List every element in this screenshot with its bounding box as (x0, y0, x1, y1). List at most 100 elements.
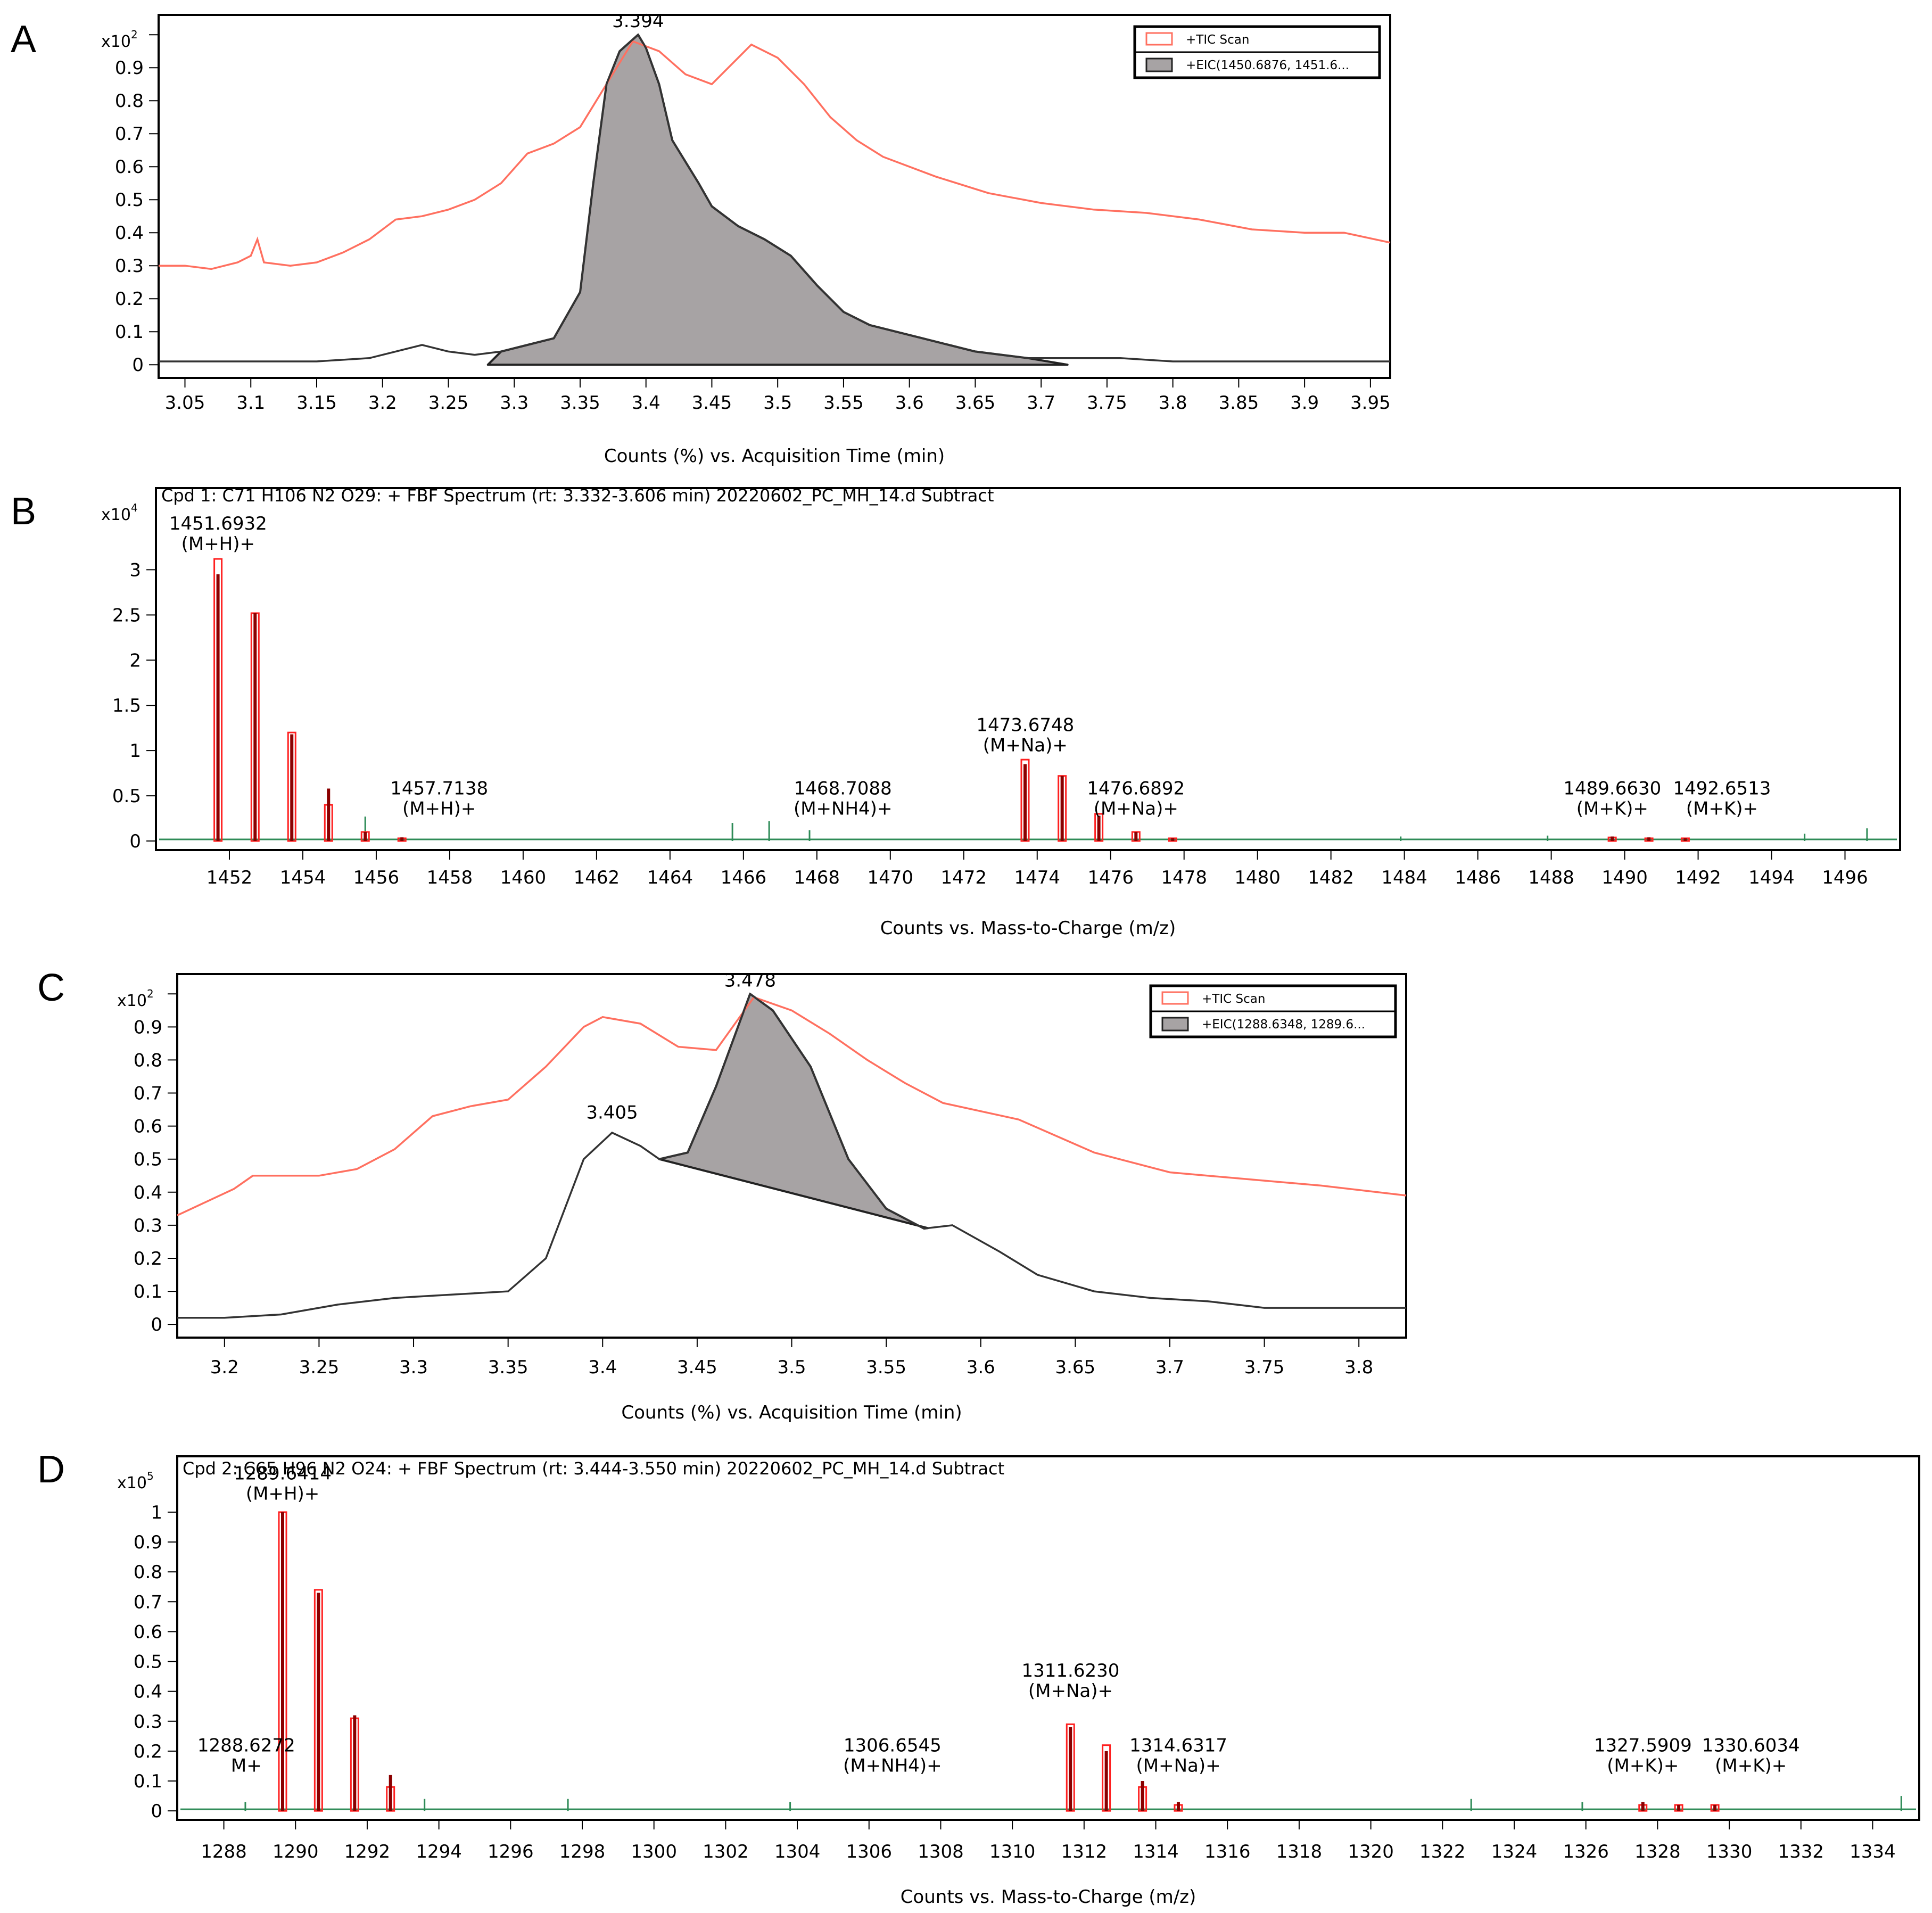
x-tick-label: 1334 (1850, 1841, 1896, 1862)
spectrum-bar (1171, 838, 1175, 842)
x-tick-label: 3.8 (1159, 392, 1187, 414)
y-multiplier-base: x10 (101, 506, 131, 524)
spectrum-bar (253, 613, 257, 842)
spectrum-header: Cpd 2: C65 H96 N2 O24: + FBF Spectrum (r… (183, 1458, 1004, 1479)
x-tick-label: 1304 (774, 1841, 821, 1862)
panel-label: A (11, 18, 36, 61)
annotation-adduct: (M+H)+ (181, 533, 255, 555)
y-multiplier-base: x10 (117, 992, 147, 1010)
y-tick-label: 0 (132, 354, 144, 376)
spectrum-bar (1647, 837, 1651, 842)
legend-swatch-eic (1161, 1017, 1189, 1032)
legend-label-tic: +TIC Scan (1186, 33, 1249, 47)
x-tick-label: 1474 (1014, 867, 1060, 888)
annotation-mz: 1492.6513 (1673, 778, 1771, 799)
annotation-adduct: (M+Na)+ (1094, 798, 1178, 820)
y-tick-label: 0.4 (134, 1182, 162, 1203)
x-tick-label: 3.55 (866, 1357, 906, 1378)
x-tick-label: 1470 (868, 867, 914, 888)
y-tick-label: 0.7 (134, 1083, 162, 1104)
x-tick-label: 1314 (1133, 1841, 1179, 1862)
y-tick-label: 0.2 (134, 1741, 162, 1762)
y-tick-label: 0.1 (134, 1281, 162, 1302)
y-tick-label: 0.3 (134, 1215, 162, 1236)
x-tick-label: 1316 (1204, 1841, 1251, 1862)
spectrum-bar (280, 1512, 284, 1811)
x-tick-label: 3.45 (692, 392, 732, 414)
spectrum-bar (327, 788, 331, 842)
x-tick-label: 1494 (1748, 867, 1795, 888)
annotation-adduct: (M+Na)+ (983, 735, 1068, 756)
spectrum-bar (1141, 1781, 1144, 1811)
x-tick-label: 1318 (1276, 1841, 1323, 1862)
x-tick-label: 1468 (794, 867, 840, 888)
annotation-adduct: (M+K)+ (1607, 1755, 1679, 1776)
spectrum-bar (1611, 836, 1614, 842)
x-tick-label: 1486 (1455, 867, 1501, 888)
y-tick-label: 0.6 (115, 156, 144, 178)
x-tick-label: 1482 (1308, 867, 1354, 888)
x-tick-label: 3.1 (236, 392, 265, 414)
y-tick-label: 0.7 (115, 123, 144, 145)
spectrum-bar (317, 1593, 320, 1811)
x-tick-label: 3.65 (1055, 1357, 1095, 1378)
y-tick-label: 0.9 (134, 1532, 162, 1553)
y-tick-label: 0 (151, 1801, 162, 1822)
y-multiplier-exponent: 5 (147, 1470, 154, 1482)
annotation-mz: 1457.7138 (390, 778, 488, 799)
x-tick-label: 1320 (1348, 1841, 1394, 1862)
annotation-adduct: (M+H)+ (402, 798, 476, 820)
x-tick-label: 3.35 (488, 1357, 529, 1378)
y-multiplier-exponent: 4 (131, 501, 138, 514)
x-tick-label: 1300 (631, 1841, 677, 1862)
y-tick-label: 0.4 (115, 222, 144, 244)
x-tick-label: 3.45 (677, 1357, 717, 1378)
spectrum-bar (1097, 815, 1101, 842)
x-tick-label: 1322 (1419, 1841, 1466, 1862)
x-tick-label: 1328 (1634, 1841, 1681, 1862)
y-tick-label: 0.5 (112, 786, 141, 807)
y-tick-label: 2 (129, 650, 141, 671)
y-tick-label: 0.4 (134, 1681, 162, 1703)
x-tick-label: 3.8 (1344, 1357, 1373, 1378)
x-tick-label: 1306 (846, 1841, 893, 1862)
annotation-mz: 1289.6414 (234, 1463, 332, 1485)
x-tick-label: 1288 (201, 1841, 247, 1862)
annotation-mz: 1476.6892 (1087, 778, 1185, 799)
spectrum-bar (353, 1715, 357, 1811)
annotation-adduct: (M+NH4)+ (843, 1755, 942, 1776)
x-tick-label: 1478 (1161, 867, 1207, 888)
x-axis-title: Counts vs. Mass-to-Charge (m/z) (880, 918, 1176, 939)
annotation-adduct: (M+K)+ (1715, 1755, 1787, 1776)
x-tick-label: 3.35 (560, 392, 600, 414)
x-tick-label: 3.6 (967, 1357, 995, 1378)
spectrum-bar (364, 832, 367, 842)
y-tick-label: 0.3 (115, 255, 144, 277)
y-tick-label: 2.5 (112, 605, 141, 626)
y-tick-label: 0.1 (115, 321, 144, 343)
y-tick-label: 0.3 (134, 1711, 162, 1733)
y-tick-label: 1 (129, 740, 141, 762)
x-tick-label: 1330 (1706, 1841, 1753, 1862)
annotation-adduct: M+ (231, 1755, 262, 1776)
y-tick-label: 0.5 (115, 189, 144, 211)
x-tick-label: 1476 (1087, 867, 1134, 888)
x-tick-label: 3.4 (588, 1357, 617, 1378)
annotation-mz: 1330.6034 (1702, 1735, 1800, 1756)
x-tick-label: 1454 (280, 867, 326, 888)
annotation-mz: 1306.6545 (844, 1735, 942, 1756)
spectrum-bar (1023, 764, 1027, 842)
x-tick-label: 3.75 (1244, 1357, 1285, 1378)
annotation-mz: 1468.7088 (794, 778, 892, 799)
spectrum-bar (400, 837, 404, 842)
x-tick-label: 3.5 (763, 392, 792, 414)
x-tick-label: 1308 (918, 1841, 964, 1862)
spectrum-bar (216, 574, 220, 842)
tic-series-line (177, 996, 1407, 1216)
legend-swatch-eic (1145, 57, 1173, 72)
x-tick-label: 1464 (647, 867, 693, 888)
y-multiplier-exponent: 2 (131, 28, 138, 41)
annotation-adduct: (M+H)+ (246, 1483, 319, 1505)
y-multiplier-base: x10 (117, 1474, 147, 1493)
